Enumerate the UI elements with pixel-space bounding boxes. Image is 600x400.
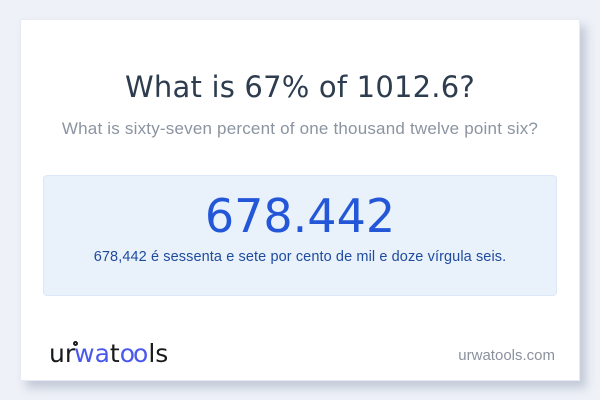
logo-glasses-oo-icon: oo [119, 338, 149, 368]
logo-part-t: t [109, 338, 120, 368]
calculator-result-card: What is 67% of 1012.6? What is sixty-sev… [20, 19, 580, 381]
page-title: What is 67% of 1012.6? [125, 70, 475, 104]
logo-ring-icon [73, 340, 79, 346]
site-domain-label: urwatools.com [458, 347, 555, 364]
result-value: 678.442 [204, 189, 396, 243]
result-sentence: 678,442 é sessenta e sete por cento de m… [93, 249, 507, 266]
page-subtitle: What is sixty-seven percent of one thous… [61, 119, 539, 138]
urwatools-logo[interactable]: urwatools [49, 338, 169, 368]
logo-part-ls: ls [148, 338, 169, 368]
logo-part-ur: ur [49, 338, 76, 368]
logo-part-wa: wa [74, 338, 110, 368]
card-footer: urwatools urwatools.com [49, 338, 555, 368]
result-box: 678.442 678,442 é sessenta e sete por ce… [43, 175, 557, 296]
